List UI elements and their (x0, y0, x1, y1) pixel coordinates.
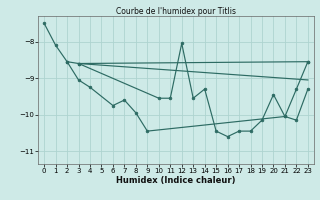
Title: Courbe de l'humidex pour Titlis: Courbe de l'humidex pour Titlis (116, 7, 236, 16)
X-axis label: Humidex (Indice chaleur): Humidex (Indice chaleur) (116, 176, 236, 185)
